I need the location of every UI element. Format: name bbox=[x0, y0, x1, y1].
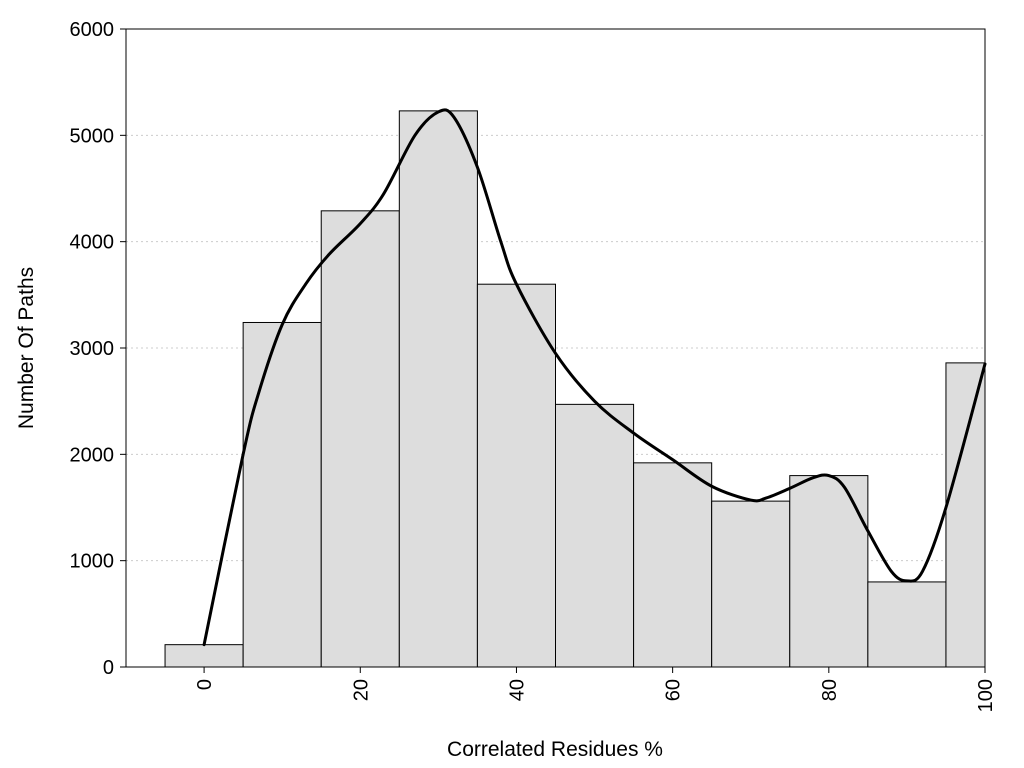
histogram-bar bbox=[320, 210, 400, 668]
histogram-bar bbox=[476, 283, 556, 668]
y-axis-title: Number Of Paths bbox=[15, 267, 38, 429]
histogram-bar bbox=[555, 403, 635, 668]
x-axis-title: Correlated Residues % bbox=[447, 738, 663, 761]
histogram-bar bbox=[867, 581, 947, 668]
histogram-bar bbox=[633, 462, 713, 668]
y-tick-label: 4000 bbox=[70, 232, 115, 254]
x-axis-ticks: 0 20 40 60 80 100 bbox=[194, 667, 997, 712]
y-tick-label: 1000 bbox=[70, 551, 115, 573]
x-tick-label: 20 bbox=[350, 679, 372, 701]
density-curve-group bbox=[202, 108, 987, 647]
x-tick-label: 80 bbox=[819, 679, 841, 701]
y-axis-ticks: 0 1000 2000 3000 4000 5000 6000 bbox=[70, 19, 126, 679]
histogram-bar bbox=[242, 321, 322, 668]
x-tick-label: 100 bbox=[975, 679, 997, 712]
histogram-bar bbox=[398, 110, 478, 668]
y-tick-label: 5000 bbox=[70, 125, 115, 147]
y-tick-label: 6000 bbox=[70, 19, 115, 41]
histogram-bar bbox=[711, 500, 791, 668]
x-tick-label: 40 bbox=[506, 679, 528, 701]
x-tick-label: 60 bbox=[663, 679, 685, 701]
histogram-bar bbox=[945, 362, 986, 668]
y-tick-label: 2000 bbox=[70, 444, 115, 466]
histogram-bar bbox=[164, 644, 244, 668]
x-tick-label: 0 bbox=[194, 679, 216, 690]
bars bbox=[164, 110, 986, 668]
y-tick-label: 3000 bbox=[70, 338, 115, 360]
y-tick-label: 0 bbox=[103, 657, 114, 679]
histogram-bar bbox=[789, 475, 869, 668]
density-curve bbox=[202, 108, 987, 647]
